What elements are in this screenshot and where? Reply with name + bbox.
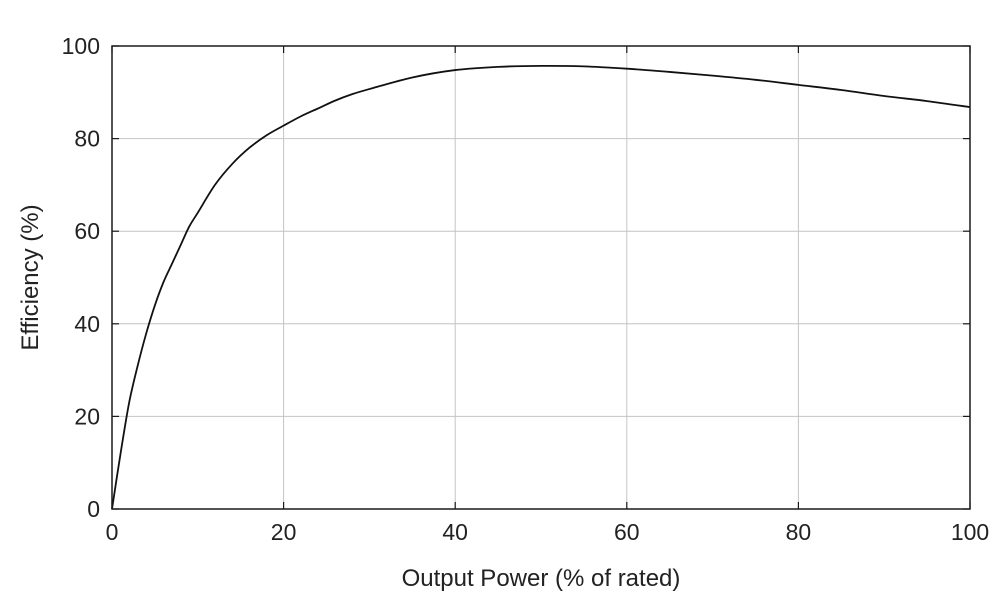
x-tick-label: 20 [271, 519, 297, 545]
x-tick-label: 80 [786, 519, 812, 545]
y-tick-label: 100 [62, 33, 100, 59]
series-layer [111, 64, 971, 510]
x-tick-label: 60 [614, 519, 640, 545]
grid [112, 46, 970, 509]
x-axis-label: Output Power (% of rated) [402, 565, 681, 592]
ticks [111, 45, 971, 510]
y-tick-label: 80 [74, 126, 100, 152]
x-tick-label: 100 [951, 519, 989, 545]
efficiency-curve [111, 64, 971, 510]
y-axis-label: Efficiency (%) [17, 204, 44, 350]
y-tick-label: 20 [74, 403, 100, 429]
x-tick-label: 0 [106, 519, 119, 545]
y-tick-label: 60 [74, 218, 100, 244]
y-tick-label: 0 [87, 496, 100, 522]
x-tick-labels: 0 20 40 60 80 100 [106, 519, 990, 545]
y-tick-label: 40 [74, 311, 100, 337]
x-tick-label: 40 [442, 519, 468, 545]
plot-frame [111, 45, 971, 510]
y-tick-labels: 0 20 40 60 80 100 [62, 33, 100, 522]
